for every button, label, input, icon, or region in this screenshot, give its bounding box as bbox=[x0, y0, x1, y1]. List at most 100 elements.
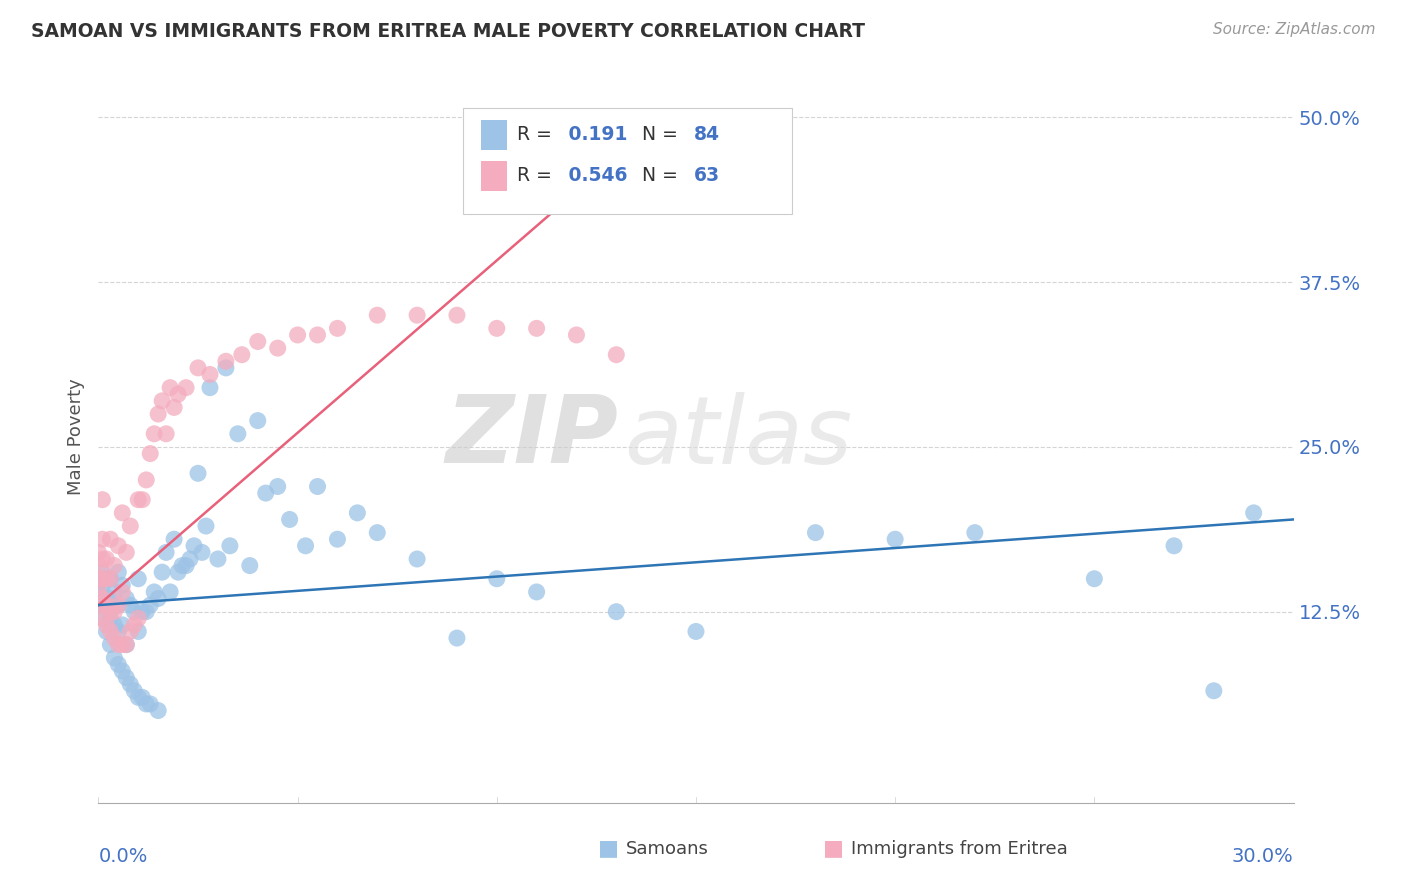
Point bbox=[91, 492, 114, 507]
Point bbox=[446, 631, 468, 645]
Point bbox=[131, 690, 153, 705]
Point bbox=[124, 683, 146, 698]
Point bbox=[124, 618, 146, 632]
Point bbox=[148, 591, 170, 606]
Bar bbox=[481, 161, 508, 191]
Text: Immigrants from Eritrea: Immigrants from Eritrea bbox=[851, 840, 1067, 858]
Point bbox=[127, 624, 149, 639]
Point bbox=[187, 360, 209, 375]
Point bbox=[143, 585, 166, 599]
Point bbox=[91, 591, 114, 606]
Point bbox=[1243, 506, 1265, 520]
Text: 84: 84 bbox=[693, 126, 720, 145]
Point bbox=[605, 348, 627, 362]
Point bbox=[98, 611, 122, 625]
Point bbox=[107, 657, 129, 672]
Point bbox=[103, 618, 125, 632]
Point bbox=[307, 479, 329, 493]
Point bbox=[131, 492, 153, 507]
Point bbox=[96, 598, 118, 612]
Point bbox=[107, 598, 129, 612]
Point bbox=[107, 598, 129, 612]
Point bbox=[120, 598, 142, 612]
Point bbox=[96, 618, 118, 632]
Point bbox=[115, 671, 138, 685]
Point bbox=[526, 321, 548, 335]
Point bbox=[107, 539, 129, 553]
Point bbox=[884, 533, 907, 547]
Point bbox=[107, 638, 129, 652]
Point bbox=[215, 360, 238, 375]
Point bbox=[98, 572, 122, 586]
Point bbox=[111, 506, 134, 520]
Point bbox=[87, 572, 110, 586]
Point bbox=[96, 624, 118, 639]
Text: 63: 63 bbox=[693, 167, 720, 186]
Point bbox=[685, 624, 707, 639]
Point bbox=[120, 519, 142, 533]
Point bbox=[111, 618, 134, 632]
Point bbox=[179, 552, 201, 566]
Point bbox=[187, 467, 209, 481]
Point bbox=[111, 638, 134, 652]
Point bbox=[366, 308, 388, 322]
Point bbox=[565, 327, 588, 342]
Point bbox=[115, 638, 138, 652]
Point bbox=[174, 558, 197, 573]
Point bbox=[87, 545, 110, 559]
Point bbox=[120, 677, 142, 691]
Point bbox=[150, 393, 173, 408]
Point bbox=[167, 565, 190, 579]
Text: R =: R = bbox=[517, 167, 558, 186]
Text: 0.546: 0.546 bbox=[562, 167, 627, 186]
Point bbox=[346, 506, 368, 520]
Point bbox=[103, 650, 125, 665]
Point bbox=[174, 381, 197, 395]
Point bbox=[207, 552, 229, 566]
Point bbox=[231, 348, 253, 362]
Point bbox=[307, 327, 329, 342]
Point bbox=[963, 525, 986, 540]
Text: Samoans: Samoans bbox=[626, 840, 709, 858]
Point bbox=[406, 552, 429, 566]
Point bbox=[91, 598, 114, 612]
Point bbox=[183, 539, 205, 553]
Point bbox=[191, 545, 214, 559]
Point bbox=[91, 572, 114, 586]
Point bbox=[605, 605, 627, 619]
Point bbox=[91, 578, 114, 592]
Point bbox=[287, 327, 309, 342]
Text: Source: ZipAtlas.com: Source: ZipAtlas.com bbox=[1212, 22, 1375, 37]
Point bbox=[163, 401, 186, 415]
Point bbox=[167, 387, 190, 401]
Point bbox=[139, 697, 162, 711]
Point bbox=[135, 605, 157, 619]
Text: ■: ■ bbox=[823, 838, 844, 858]
Point bbox=[198, 381, 221, 395]
Point bbox=[485, 572, 508, 586]
Point bbox=[139, 446, 162, 460]
Point bbox=[1163, 539, 1185, 553]
Point bbox=[103, 585, 125, 599]
Point bbox=[155, 545, 177, 559]
Point bbox=[96, 572, 118, 586]
Point bbox=[103, 605, 125, 619]
Point bbox=[107, 565, 129, 579]
Point bbox=[91, 611, 114, 625]
Point bbox=[96, 598, 118, 612]
Text: 0.191: 0.191 bbox=[562, 126, 627, 145]
Bar bbox=[481, 120, 508, 150]
Point bbox=[155, 426, 177, 441]
Point bbox=[103, 631, 125, 645]
Text: 30.0%: 30.0% bbox=[1232, 847, 1294, 866]
Point bbox=[246, 334, 269, 349]
Point bbox=[150, 565, 173, 579]
Point bbox=[804, 525, 827, 540]
Point bbox=[139, 598, 162, 612]
Text: 0.0%: 0.0% bbox=[98, 847, 148, 866]
Point bbox=[143, 426, 166, 441]
Point bbox=[135, 697, 157, 711]
Point bbox=[107, 624, 129, 639]
Point bbox=[1202, 683, 1225, 698]
Point bbox=[98, 638, 122, 652]
